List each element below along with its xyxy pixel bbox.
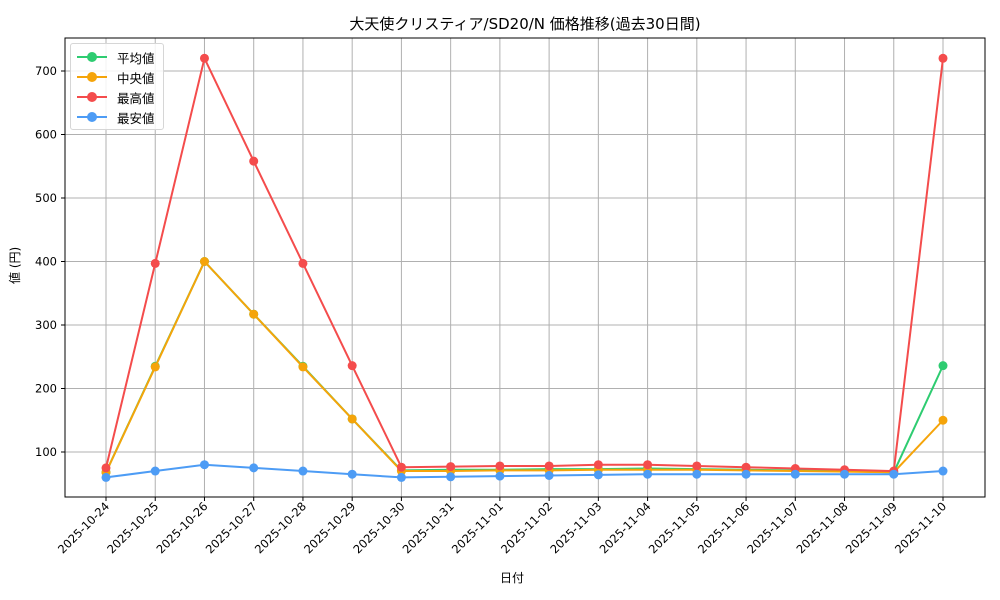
data-point bbox=[347, 414, 357, 424]
data-point bbox=[249, 156, 259, 166]
data-point bbox=[790, 469, 800, 479]
legend-label: 最安値 bbox=[117, 111, 155, 126]
legend-item-min: 最安値 bbox=[77, 107, 161, 127]
data-point bbox=[938, 466, 948, 476]
x-tick-label: 2025-10-28 bbox=[252, 499, 309, 556]
legend: 平均値 中央値 最高値 最安値 bbox=[70, 43, 164, 130]
y-tick-label: 200 bbox=[35, 382, 57, 396]
x-tick-label: 2025-10-29 bbox=[301, 499, 358, 556]
data-point bbox=[593, 470, 603, 480]
data-point bbox=[150, 258, 160, 268]
data-point bbox=[347, 361, 357, 371]
x-tick-label: 2025-11-02 bbox=[498, 499, 555, 556]
data-point bbox=[101, 463, 111, 473]
x-tick-label: 2025-10-25 bbox=[104, 499, 161, 556]
data-point bbox=[495, 471, 505, 481]
x-tick-label: 2025-11-04 bbox=[597, 499, 654, 556]
data-point bbox=[643, 469, 653, 479]
y-tick-label: 500 bbox=[35, 191, 57, 205]
data-point bbox=[249, 463, 259, 473]
x-tick-label: 2025-11-08 bbox=[793, 499, 850, 556]
data-point bbox=[396, 472, 406, 482]
data-point bbox=[741, 469, 751, 479]
data-point bbox=[298, 258, 308, 268]
data-point bbox=[938, 53, 948, 63]
series-平均値 bbox=[101, 257, 948, 477]
chart-title: 大天使クリスティア/SD20/N 価格推移(過去30日間) bbox=[349, 15, 701, 33]
y-tick-label: 400 bbox=[35, 255, 57, 269]
data-point bbox=[593, 460, 603, 470]
data-point bbox=[101, 472, 111, 482]
x-axis-ticks: 2025-10-242025-10-252025-10-262025-10-27… bbox=[55, 497, 949, 556]
legend-marker-icon bbox=[87, 72, 97, 82]
data-point bbox=[692, 461, 702, 471]
y-tick-label: 700 bbox=[35, 64, 57, 78]
data-point bbox=[889, 469, 899, 479]
data-point bbox=[741, 462, 751, 472]
x-tick-label: 2025-11-07 bbox=[744, 499, 801, 556]
series-最高値 bbox=[101, 53, 948, 476]
legend-marker-icon bbox=[87, 52, 97, 62]
legend-marker-icon bbox=[87, 112, 97, 122]
data-point bbox=[347, 469, 357, 479]
axes-frame bbox=[64, 37, 986, 498]
x-tick-label: 2025-11-10 bbox=[892, 499, 949, 556]
data-point bbox=[298, 362, 308, 372]
x-tick-label: 2025-11-06 bbox=[695, 499, 752, 556]
data-point bbox=[938, 361, 948, 371]
x-tick-label: 2025-10-26 bbox=[153, 499, 210, 556]
data-series bbox=[101, 53, 948, 482]
y-axis-ticks: 100 200 300 400 500 600 700 bbox=[35, 64, 65, 459]
data-point bbox=[643, 460, 653, 470]
data-point bbox=[692, 469, 702, 479]
data-point bbox=[199, 53, 209, 63]
y-tick-label: 100 bbox=[35, 445, 57, 459]
data-point bbox=[544, 470, 554, 480]
x-tick-label: 2025-11-05 bbox=[646, 499, 703, 556]
x-tick-label: 2025-10-27 bbox=[203, 499, 260, 556]
data-point bbox=[249, 309, 259, 319]
data-point bbox=[199, 257, 209, 266]
x-tick-label: 2025-10-30 bbox=[350, 499, 407, 556]
data-point bbox=[199, 460, 209, 470]
data-point bbox=[446, 472, 456, 482]
legend-marker-icon bbox=[87, 92, 97, 102]
x-tick-label: 2025-11-09 bbox=[843, 499, 900, 556]
series-中央値 bbox=[101, 257, 948, 477]
data-point bbox=[938, 415, 948, 425]
legend-item-average: 平均値 bbox=[77, 47, 161, 67]
data-point bbox=[150, 362, 160, 372]
legend-item-median: 中央値 bbox=[77, 67, 161, 87]
grid-lines bbox=[65, 38, 985, 497]
y-tick-label: 600 bbox=[35, 128, 57, 142]
data-point bbox=[150, 466, 160, 476]
data-point bbox=[544, 461, 554, 471]
data-point bbox=[298, 466, 308, 476]
data-point bbox=[396, 462, 406, 472]
legend-label: 中央値 bbox=[117, 71, 155, 86]
legend-label: 平均値 bbox=[117, 51, 155, 66]
x-tick-label: 2025-11-01 bbox=[449, 499, 506, 556]
legend-item-max: 最高値 bbox=[77, 87, 161, 107]
legend-label: 最高値 bbox=[117, 91, 155, 106]
y-tick-label: 300 bbox=[35, 318, 57, 332]
series-最安値 bbox=[101, 460, 948, 482]
data-point bbox=[495, 461, 505, 471]
x-tick-label: 2025-10-31 bbox=[400, 499, 457, 556]
y-axis-label: 値 (円) bbox=[8, 246, 22, 284]
data-point bbox=[840, 469, 850, 479]
x-axis-label: 日付 bbox=[500, 571, 525, 585]
x-tick-label: 2025-10-24 bbox=[55, 499, 112, 556]
x-tick-label: 2025-11-03 bbox=[547, 499, 604, 556]
data-point bbox=[446, 462, 456, 472]
